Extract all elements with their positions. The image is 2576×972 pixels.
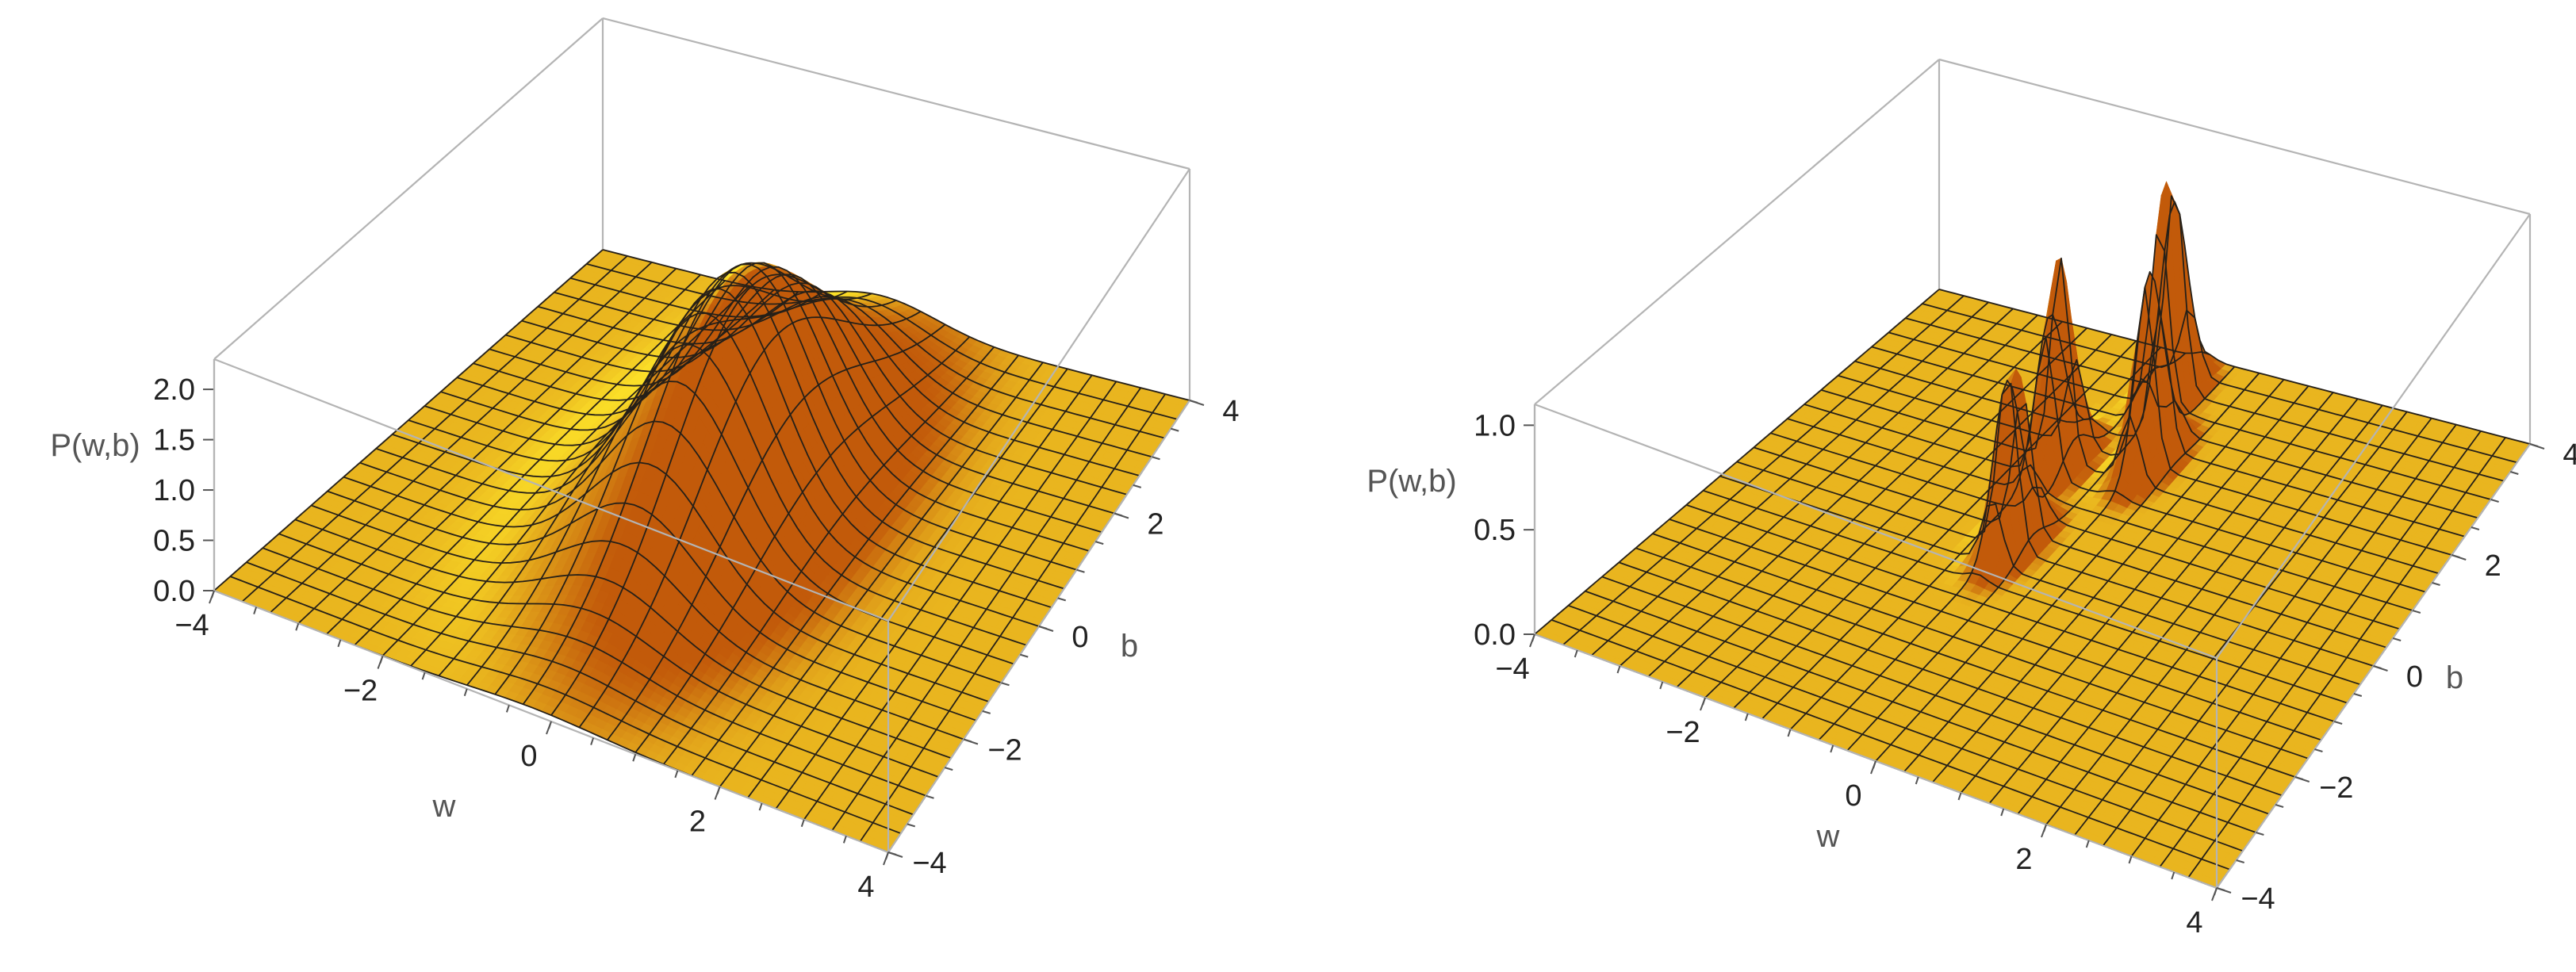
box-edge bbox=[213, 17, 604, 360]
box-edge bbox=[602, 17, 1190, 170]
